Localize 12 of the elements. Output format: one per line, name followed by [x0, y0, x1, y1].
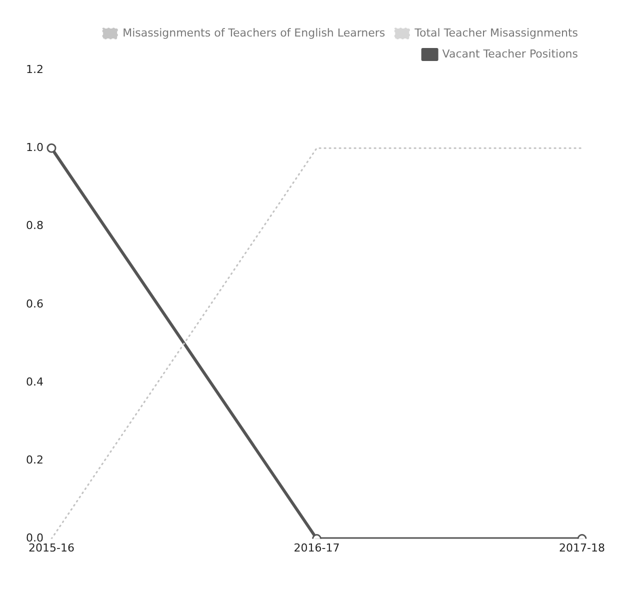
y-tick-label: 1.2 [26, 62, 44, 76]
x-tick-label: 2017-18 [559, 541, 606, 554]
x-tick-label: 2015-16 [28, 541, 74, 554]
y-tick-label: 1.0 [26, 140, 44, 154]
y-tick-label: 0.4 [26, 375, 44, 388]
y-tick-label: 0.2 [26, 454, 44, 467]
legend-label: Misassignments of Teachers of English Learners [122, 26, 386, 40]
legend-label: Vacant Teacher Positions [442, 47, 578, 60]
y-tick-label: 0.6 [26, 297, 44, 310]
legend-label: Total Teacher Misassignments [414, 26, 578, 40]
y-tick-label: 0.8 [26, 219, 44, 232]
x-tick-label: 2016-17 [294, 541, 340, 554]
